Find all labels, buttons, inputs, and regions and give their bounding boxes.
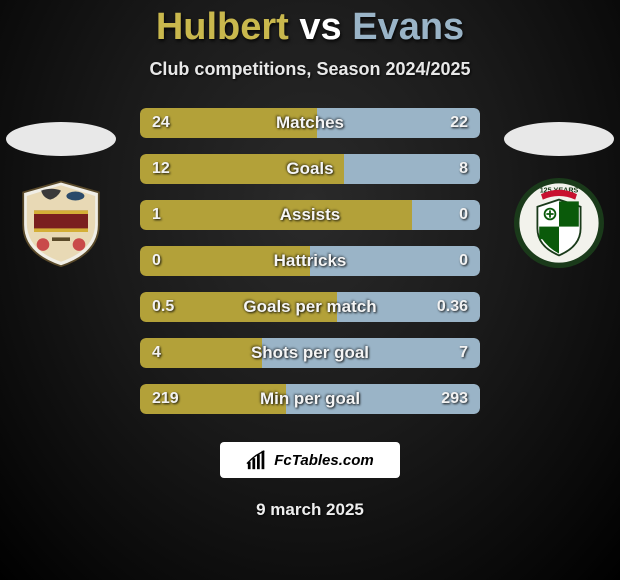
comparison-infographic: Hulbert vs Evans Club competitions, Seas… [0,0,620,580]
date-label: 9 march 2025 [0,500,620,520]
stat-bar-right [262,338,480,368]
player2-club-badge: 125 YEARS [514,178,604,268]
stat-row: 128Goals [140,154,480,184]
stat-bar-right [286,384,480,414]
stat-bar-right [310,246,480,276]
stat-row: 2422Matches [140,108,480,138]
stat-bar-left [140,154,344,184]
stat-bar-left [140,292,337,322]
player1-photo-placeholder [6,122,116,156]
subtitle: Club competitions, Season 2024/2025 [0,59,620,80]
stat-bar-right [317,108,480,138]
stat-row: 219293Min per goal [140,384,480,414]
vs-label: vs [299,6,341,48]
player2-name: Evans [352,6,464,48]
stat-row: 10Assists [140,200,480,230]
chart-icon [246,449,268,471]
player1-club-badge [16,178,106,268]
player2-photo-placeholder [504,122,614,156]
player1-name: Hulbert [156,6,289,48]
stat-bar-right [412,200,480,230]
stat-bar-left [140,246,310,276]
stat-bar-right [337,292,480,322]
stat-row: 47Shots per goal [140,338,480,368]
stat-row: 00Hattricks [140,246,480,276]
stat-bar-left [140,384,286,414]
stat-bar-left [140,200,412,230]
stat-row: 0.50.36Goals per match [140,292,480,322]
source-badge: FcTables.com [220,442,400,478]
source-label: FcTables.com [274,452,373,469]
stat-bar-left [140,338,262,368]
stat-bar-right [344,154,480,184]
page-title: Hulbert vs Evans [0,0,620,49]
stat-bar-left [140,108,317,138]
